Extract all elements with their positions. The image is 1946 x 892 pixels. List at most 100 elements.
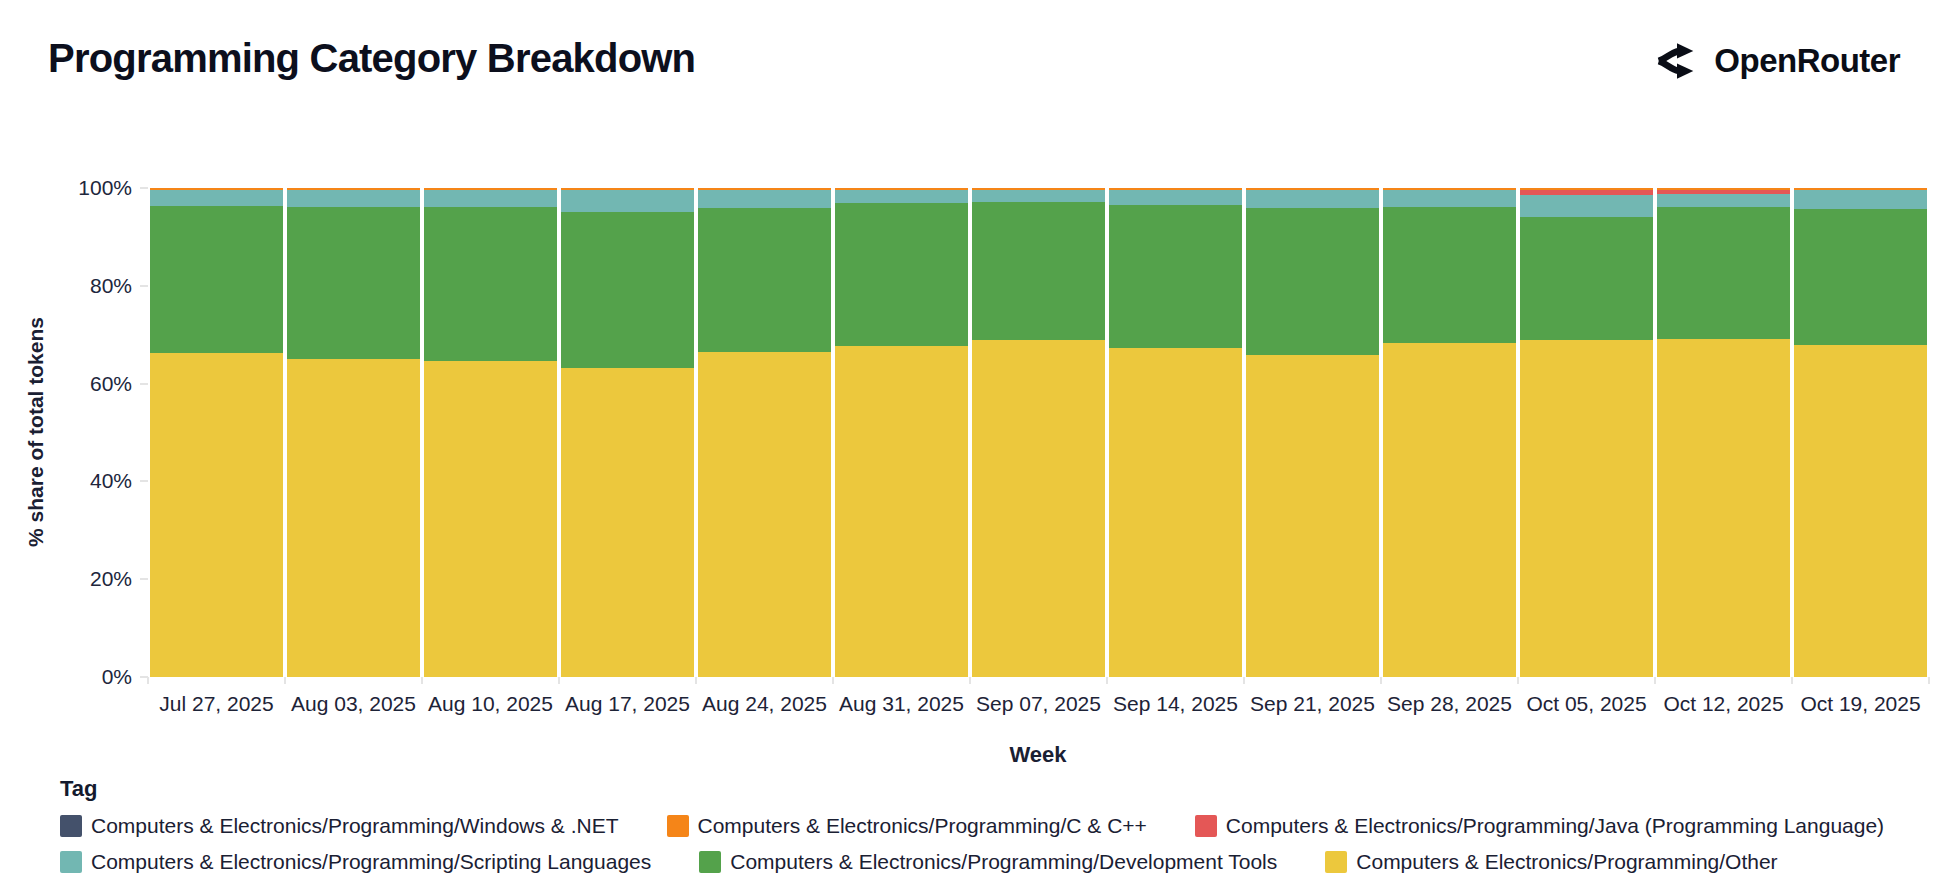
- bar-segment-other[interactable]: [561, 368, 694, 677]
- bar-segment-other[interactable]: [1109, 348, 1242, 677]
- legend-label: Computers & Electronics/Programming/Java…: [1226, 814, 1884, 838]
- legend-row: Computers & Electronics/Programming/Scri…: [60, 850, 1884, 874]
- legend-item-other[interactable]: Computers & Electronics/Programming/Othe…: [1325, 850, 1777, 874]
- x-tick-label: Aug 03, 2025: [285, 692, 422, 716]
- bar-segment-dev_tools[interactable]: [1383, 207, 1516, 343]
- bar-segment-other[interactable]: [287, 359, 420, 677]
- bar-week: [1244, 188, 1381, 677]
- bar-segment-dev_tools[interactable]: [698, 208, 831, 352]
- bar-segment-other[interactable]: [1794, 345, 1927, 677]
- bar-segment-dev_tools[interactable]: [1246, 208, 1379, 355]
- x-axis-ticks: [148, 677, 1929, 685]
- bar-segment-other[interactable]: [424, 361, 557, 677]
- stacked-bar: [1794, 188, 1927, 677]
- legend-label: Computers & Electronics/Programming/Othe…: [1356, 850, 1777, 874]
- x-tick-mark: [1380, 677, 1382, 684]
- legend-item-java[interactable]: Computers & Electronics/Programming/Java…: [1195, 814, 1884, 838]
- bar-segment-scripting[interactable]: [561, 190, 694, 212]
- openrouter-logo[interactable]: OpenRouter: [1654, 38, 1900, 84]
- stacked-bar: [1657, 188, 1790, 677]
- x-tick-label: Sep 14, 2025: [1107, 692, 1244, 716]
- brand-name: OpenRouter: [1714, 42, 1900, 80]
- legend-swatch-scripting: [60, 851, 82, 873]
- bar-segment-other[interactable]: [698, 352, 831, 677]
- legend-row: Computers & Electronics/Programming/Wind…: [60, 814, 1884, 838]
- bar-segment-scripting[interactable]: [835, 190, 968, 203]
- bar-segment-scripting[interactable]: [1657, 194, 1790, 207]
- y-tick-label: 80%: [90, 274, 132, 298]
- bar-segment-scripting[interactable]: [287, 190, 420, 207]
- legend-title: Tag: [60, 776, 1884, 802]
- bar-segment-scripting[interactable]: [972, 190, 1105, 202]
- x-tick-mark: [147, 677, 149, 684]
- bar-week: [1655, 188, 1792, 677]
- bar-segment-other[interactable]: [1246, 355, 1379, 677]
- bar-segment-other[interactable]: [1520, 340, 1653, 677]
- bar-segment-scripting[interactable]: [1109, 190, 1242, 205]
- bar-segment-dev_tools[interactable]: [424, 207, 557, 361]
- page-title: Programming Category Breakdown: [48, 36, 695, 81]
- stacked-bar: [287, 188, 420, 677]
- bar-segment-scripting[interactable]: [1383, 190, 1516, 207]
- x-tick-label: Oct 05, 2025: [1518, 692, 1655, 716]
- x-tick-label: Oct 19, 2025: [1792, 692, 1929, 716]
- x-tick-mark: [1654, 677, 1656, 684]
- y-tick-mark: [140, 285, 148, 287]
- bar-week: [1792, 188, 1929, 677]
- bar-segment-scripting[interactable]: [1246, 190, 1379, 208]
- bar-segment-other[interactable]: [835, 346, 968, 677]
- bar-segment-dev_tools[interactable]: [835, 203, 968, 346]
- x-tick-label: Aug 10, 2025: [422, 692, 559, 716]
- bar-segment-scripting[interactable]: [150, 190, 283, 205]
- y-axis: 0%20%40%60%80%100%: [0, 188, 148, 677]
- bar-segment-dev_tools[interactable]: [972, 202, 1105, 340]
- bar-segment-scripting[interactable]: [698, 190, 831, 208]
- x-tick-mark: [1791, 677, 1793, 684]
- bar-segment-other[interactable]: [1657, 339, 1790, 677]
- stacked-bar: [698, 188, 831, 677]
- y-tick-label: 100%: [78, 176, 132, 200]
- bar-week: [422, 188, 559, 677]
- bar-segment-scripting[interactable]: [1794, 190, 1927, 209]
- x-tick-label: Aug 17, 2025: [559, 692, 696, 716]
- bar-segment-other[interactable]: [1383, 343, 1516, 677]
- y-tick-label: 40%: [90, 469, 132, 493]
- x-tick-label: Sep 07, 2025: [970, 692, 1107, 716]
- bar-week: [148, 188, 285, 677]
- bar-segment-dev_tools[interactable]: [561, 212, 694, 368]
- legend: Tag Computers & Electronics/Programming/…: [60, 776, 1884, 886]
- bar-segment-dev_tools[interactable]: [1520, 217, 1653, 340]
- legend-item-c_cpp[interactable]: Computers & Electronics/Programming/C & …: [667, 814, 1147, 838]
- x-tick-mark: [1243, 677, 1245, 684]
- bar-segment-other[interactable]: [972, 340, 1105, 677]
- bar-segment-dev_tools[interactable]: [1109, 205, 1242, 348]
- legend-item-scripting[interactable]: Computers & Electronics/Programming/Scri…: [60, 850, 651, 874]
- y-tick-mark: [140, 480, 148, 482]
- legend-swatch-c_cpp: [667, 815, 689, 837]
- bar-week: [559, 188, 696, 677]
- bar-segment-dev_tools[interactable]: [1657, 207, 1790, 339]
- bar-week: [833, 188, 970, 677]
- x-tick-mark: [969, 677, 971, 684]
- x-tick-mark: [695, 677, 697, 684]
- legend-item-dev_tools[interactable]: Computers & Electronics/Programming/Deve…: [699, 850, 1277, 874]
- x-tick-mark: [832, 677, 834, 684]
- x-tick-label: Aug 31, 2025: [833, 692, 970, 716]
- stacked-bar: [972, 188, 1105, 677]
- y-tick-mark: [140, 187, 148, 189]
- x-tick-label: Oct 12, 2025: [1655, 692, 1792, 716]
- bar-segment-dev_tools[interactable]: [1794, 209, 1927, 345]
- stacked-bar: [1383, 188, 1516, 677]
- bar-segment-scripting[interactable]: [424, 190, 557, 207]
- legend-item-windows_net[interactable]: Computers & Electronics/Programming/Wind…: [60, 814, 619, 838]
- bar-week: [696, 188, 833, 677]
- bar-segment-dev_tools[interactable]: [287, 207, 420, 359]
- legend-rows: Computers & Electronics/Programming/Wind…: [60, 814, 1884, 874]
- bar-segment-dev_tools[interactable]: [150, 206, 283, 353]
- stacked-bar: [561, 188, 694, 677]
- bar-week: [970, 188, 1107, 677]
- x-tick-label: Aug 24, 2025: [696, 692, 833, 716]
- bar-segment-other[interactable]: [150, 353, 283, 677]
- x-tick-mark: [1928, 677, 1930, 684]
- bar-segment-scripting[interactable]: [1520, 195, 1653, 217]
